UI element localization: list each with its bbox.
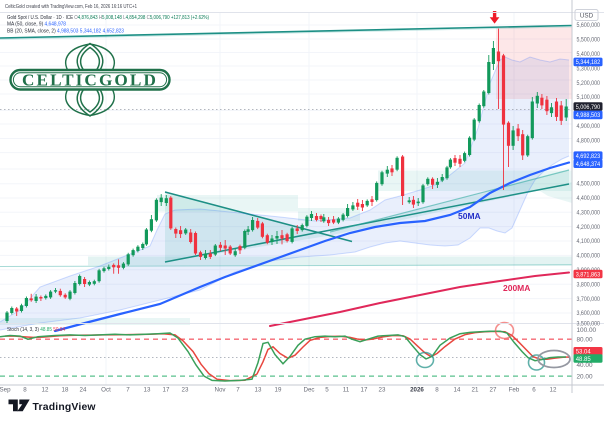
svg-text:12: 12: [550, 387, 557, 394]
svg-text:3,600,000: 3,600,000: [577, 310, 601, 317]
svg-text:20.00: 20.00: [577, 373, 593, 380]
svg-text:80.00: 80.00: [577, 336, 593, 343]
svg-text:6: 6: [532, 387, 536, 394]
svg-text:Sep: Sep: [0, 387, 11, 394]
svg-text:4,000,000: 4,000,000: [577, 253, 601, 260]
svg-text:5: 5: [325, 387, 329, 394]
svg-text:14: 14: [454, 387, 461, 394]
svg-text:13: 13: [144, 387, 151, 394]
svg-text:Stoch (14, 3, 3) 48.85 50.04: Stoch (14, 3, 3) 48.85 50.04: [7, 327, 65, 333]
svg-text:Nov: Nov: [214, 387, 226, 394]
svg-text:13: 13: [255, 387, 262, 394]
svg-text:BB (20, SMA, close, 2) 4,988,5: BB (20, SMA, close, 2) 4,988,503 5,344,1…: [7, 28, 124, 34]
svg-text:5,006,790: 5,006,790: [576, 104, 601, 111]
svg-text:5,100,000: 5,100,000: [577, 94, 601, 101]
svg-text:18: 18: [62, 387, 69, 394]
svg-text:5,600,000: 5,600,000: [577, 22, 601, 29]
svg-text:4,300,000: 4,300,000: [577, 209, 601, 216]
svg-text:7: 7: [126, 387, 130, 394]
svg-text:5,500,000: 5,500,000: [577, 37, 601, 44]
svg-text:17: 17: [361, 387, 368, 394]
svg-text:8: 8: [23, 387, 27, 394]
svg-text:200MA: 200MA: [503, 283, 530, 293]
svg-text:50MA: 50MA: [458, 211, 481, 221]
svg-text:USD: USD: [580, 12, 594, 19]
svg-text:4,988,503: 4,988,503: [576, 112, 601, 119]
svg-text:4,648,374: 4,648,374: [576, 161, 601, 168]
svg-text:5,400,000: 5,400,000: [577, 51, 601, 58]
svg-text:21: 21: [472, 387, 479, 394]
svg-text:Oct: Oct: [101, 387, 111, 394]
svg-text:5,300,000: 5,300,000: [577, 65, 601, 72]
svg-text:3,500,000: 3,500,000: [577, 320, 601, 327]
svg-text:4,500,000: 4,500,000: [577, 181, 601, 188]
svg-text:Gold Spot / U.S. Dollar · 1D ·: Gold Spot / U.S. Dollar · 1D · ICE O4,87…: [7, 15, 209, 21]
svg-text:19: 19: [275, 387, 282, 394]
svg-text:MA (50, close, 9) 4,648,978: MA (50, close, 9) 4,648,978: [7, 22, 66, 28]
svg-text:Dec: Dec: [303, 387, 314, 394]
svg-text:4,800,000: 4,800,000: [577, 137, 601, 144]
svg-text:23: 23: [379, 387, 386, 394]
svg-text:23: 23: [182, 387, 189, 394]
svg-text:48.85: 48.85: [576, 356, 591, 363]
svg-text:8: 8: [435, 387, 439, 394]
svg-text:12: 12: [42, 387, 49, 394]
svg-text:100.00: 100.00: [577, 327, 597, 334]
svg-text:11: 11: [343, 387, 350, 394]
svg-text:5,200,000: 5,200,000: [577, 80, 601, 87]
svg-text:27: 27: [490, 387, 497, 394]
svg-text:TradingView: TradingView: [33, 402, 97, 413]
svg-text:53.04: 53.04: [576, 349, 591, 356]
svg-text:4,100,000: 4,100,000: [577, 238, 601, 245]
svg-text:Feb: Feb: [509, 387, 520, 394]
svg-text:24: 24: [80, 387, 87, 394]
svg-text:CelticGold created with Tradin: CelticGold created with TradingView.com,…: [5, 4, 137, 10]
svg-text:3,800,000: 3,800,000: [577, 281, 601, 288]
svg-text:CELTICGOLD: CELTICGOLD: [22, 71, 158, 90]
svg-text:4,900,000: 4,900,000: [577, 123, 601, 130]
svg-text:4,200,000: 4,200,000: [577, 224, 601, 231]
svg-text:7: 7: [236, 387, 240, 394]
svg-text:17: 17: [163, 387, 170, 394]
svg-text:4,692,823: 4,692,823: [576, 153, 601, 160]
svg-text:5,344,182: 5,344,182: [576, 59, 601, 66]
svg-text:40.00: 40.00: [577, 362, 593, 369]
svg-text:3,871,863: 3,871,863: [576, 271, 601, 278]
svg-text:2026: 2026: [410, 387, 424, 394]
svg-text:4,400,000: 4,400,000: [577, 195, 601, 202]
svg-text:3,700,000: 3,700,000: [577, 296, 601, 303]
